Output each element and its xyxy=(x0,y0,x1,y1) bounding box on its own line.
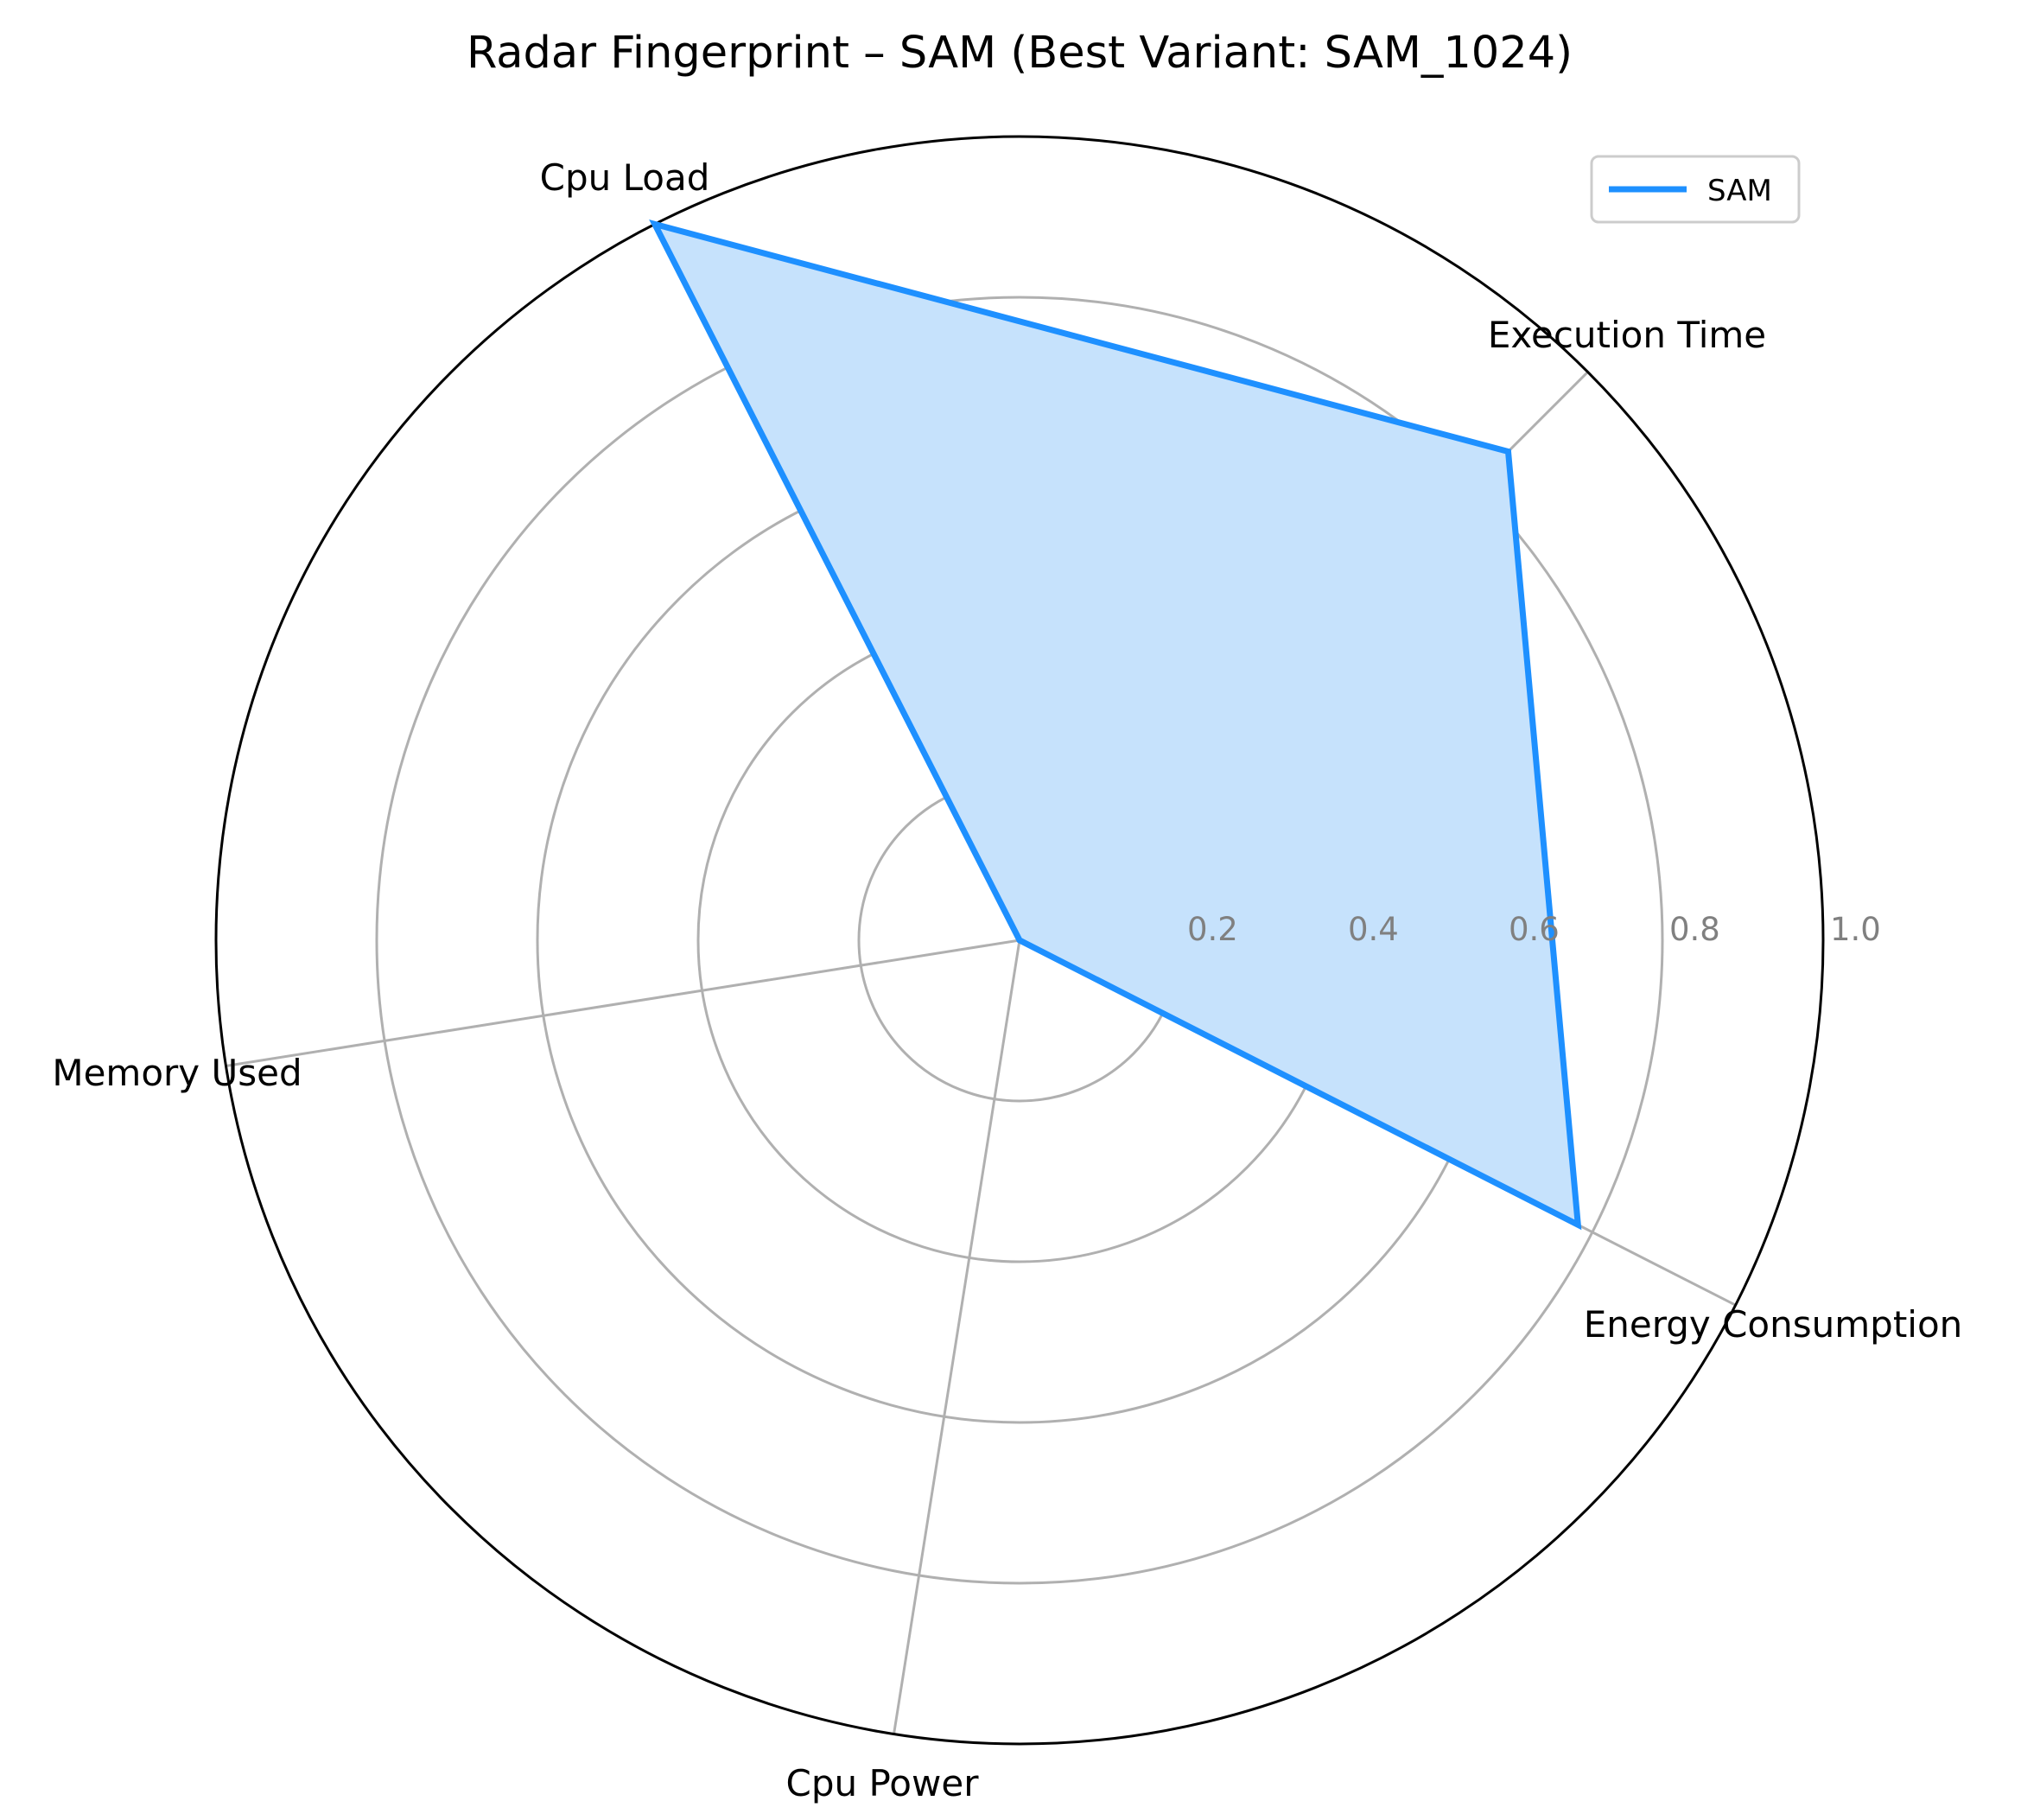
legend-label-sam: SAM xyxy=(1707,174,1772,208)
legend-frame xyxy=(1590,155,1801,224)
tick-label-1: 0.4 xyxy=(1348,911,1399,948)
grid-ring-3 xyxy=(375,296,1664,1585)
legend: SAM xyxy=(1590,155,1801,224)
series-layer xyxy=(649,219,1582,1231)
axis-label-3: Cpu Power xyxy=(786,1762,980,1804)
radial-tick-labels: 0.2 0.4 0.6 0.8 1.0 xyxy=(1187,911,1881,948)
tick-label-4: 1.0 xyxy=(1830,911,1881,948)
axis-label-2: Memory Used xyxy=(52,1052,302,1094)
spoke-3 xyxy=(893,939,1021,1734)
axis-labels: Execution Time Cpu Load Memory Used Cpu Pow… xyxy=(52,156,1962,1804)
tick-label-3: 0.8 xyxy=(1669,911,1720,948)
tick-label-2: 0.6 xyxy=(1509,911,1560,948)
axis-label-1: Cpu Load xyxy=(540,156,710,199)
outer-frame xyxy=(214,135,1825,1746)
axis-label-0: Execution Time xyxy=(1488,314,1766,356)
axis-label-4: Energy Consumption xyxy=(1584,1303,1963,1346)
spoke-2 xyxy=(226,939,1020,1067)
series-fill-0 xyxy=(654,224,1579,1225)
tick-label-0: 0.2 xyxy=(1187,911,1238,948)
chart-title: Radar Fingerprint – SAM (Best Variant: S… xyxy=(467,28,1573,79)
